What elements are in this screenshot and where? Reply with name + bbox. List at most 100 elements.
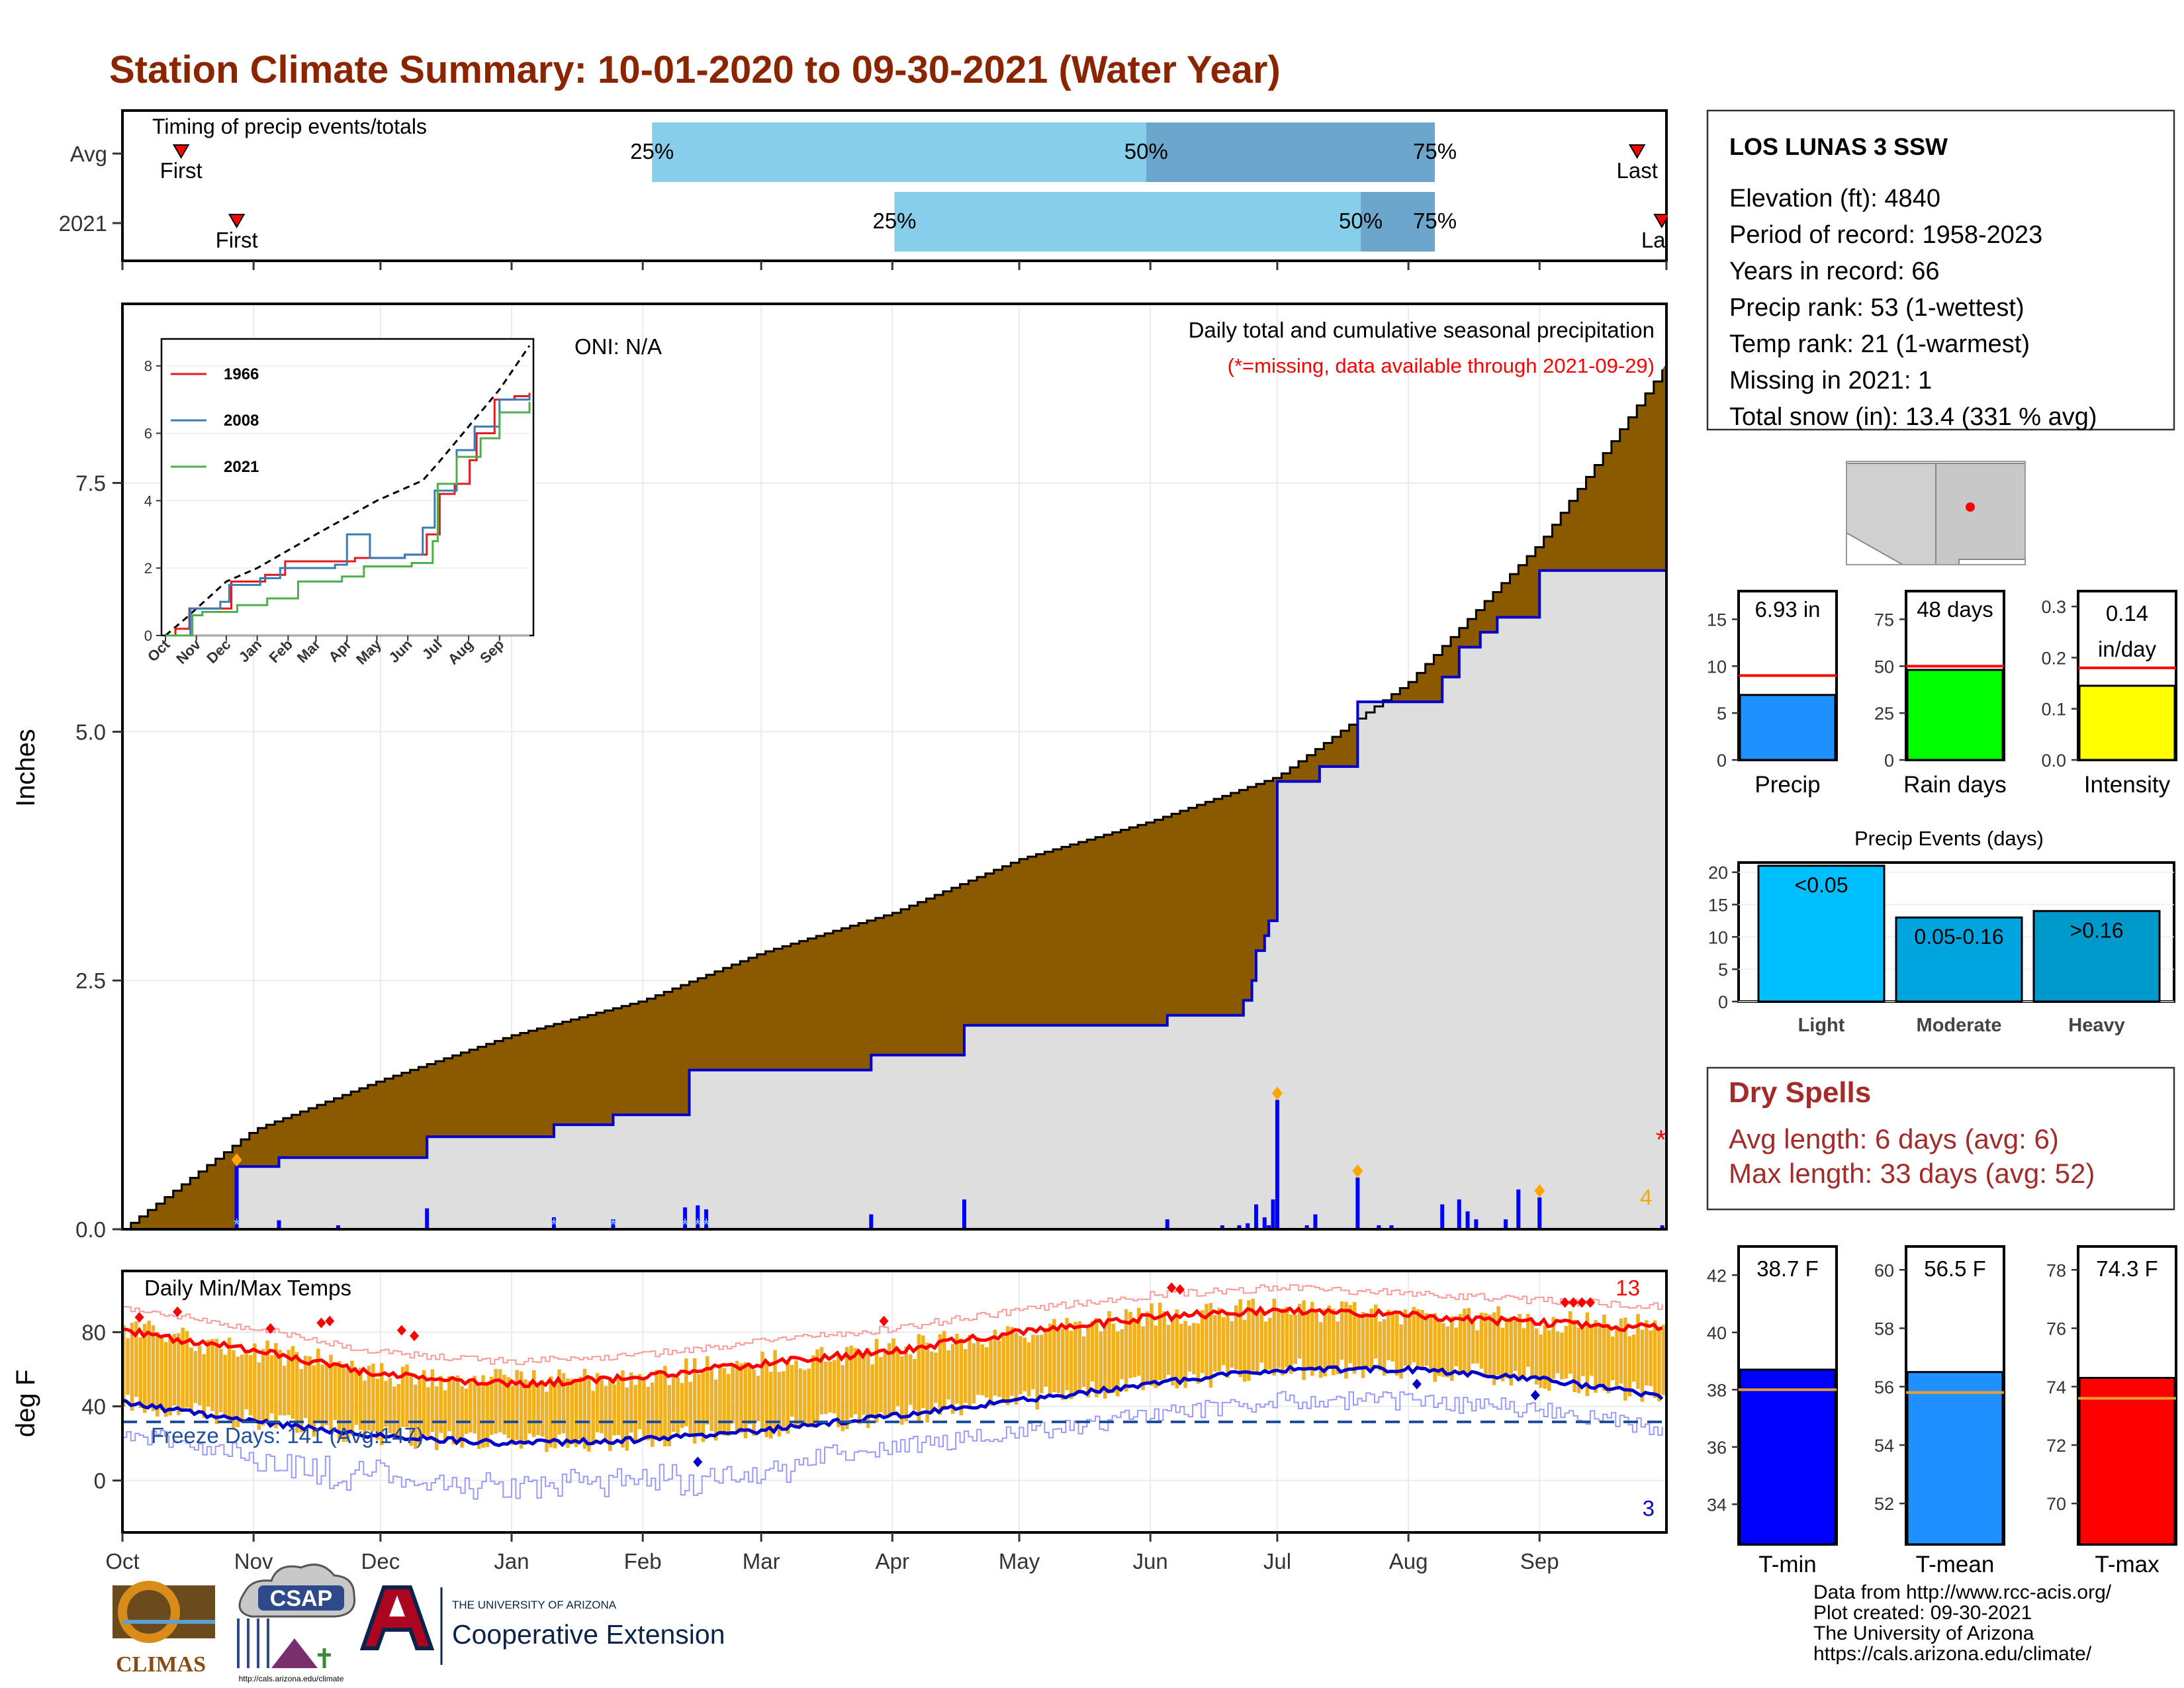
daily-temp-bar <box>532 1370 536 1437</box>
daily-temp-bar <box>287 1350 291 1415</box>
daily-temp-bar <box>671 1376 676 1432</box>
daily-temp-bar <box>324 1362 329 1425</box>
map-frame <box>1846 461 2026 565</box>
timing-panel: Timing of precip events/totals 25% 50% 75%… <box>59 106 1704 270</box>
daily-precip-bar <box>1246 1223 1250 1229</box>
daily-temp-bar <box>844 1346 849 1429</box>
station-info-line: Missing in 2021: 1 <box>1729 367 1932 395</box>
daily-temp-bar <box>1145 1311 1150 1382</box>
daily-temp-bar <box>1327 1305 1332 1366</box>
daily-temp-bar <box>379 1363 384 1446</box>
daily-temp-bar <box>269 1355 274 1414</box>
daily-temp-bar <box>1467 1307 1471 1375</box>
ua-logo: THE UNIVERSITY OF ARIZONA Cooperative Ex… <box>359 1585 725 1665</box>
daily-temp-bar <box>261 1348 265 1426</box>
daily-temp-bar <box>1272 1298 1277 1376</box>
daily-temp-bar <box>764 1364 769 1437</box>
daily-precip-bar <box>277 1220 281 1229</box>
daily-temp-bar <box>553 1381 557 1449</box>
daily-temp-bar <box>984 1347 989 1398</box>
record-high-marker <box>173 1306 183 1317</box>
month-label: Mar <box>743 1549 780 1573</box>
daily-temp-bar <box>1242 1319 1247 1382</box>
csap-logo: CSAP http://cals.arizona.edu/climate <box>237 1564 356 1683</box>
daily-temp-bar <box>1594 1320 1598 1393</box>
ua-big-text: Cooperative Extension <box>452 1619 725 1650</box>
daily-temp-bar <box>811 1355 815 1428</box>
daily-temp-bar <box>1150 1303 1154 1386</box>
freeze-days: Freeze Days: 141 (Avg:147) <box>151 1423 424 1448</box>
daily-temp-bar <box>400 1366 405 1427</box>
daily-temp-bar <box>490 1376 494 1435</box>
daily-temp-bar <box>1463 1308 1467 1374</box>
daily-temp-bar <box>142 1324 147 1413</box>
right-column: LOS LUNAS 3 SSW Elevation (ft): 4840 Peri… <box>1706 109 2177 1577</box>
daily-temp-bar <box>1416 1309 1420 1368</box>
daily-temp-bar <box>773 1350 777 1430</box>
daily-temp-bar <box>883 1352 887 1417</box>
mini-bar-tick-label: 0.0 <box>2041 751 2066 771</box>
inset-ytick-label: 8 <box>144 358 152 375</box>
inset-ytick-label: 0 <box>144 628 152 644</box>
month-label: Jul <box>1263 1549 1291 1573</box>
precip-ytick-label: 5.0 <box>75 720 106 744</box>
daily-temp-bar <box>1661 1325 1666 1395</box>
daily-temp-bar <box>646 1386 651 1440</box>
daily-temp-bar <box>837 1354 841 1428</box>
daily-temp-bar <box>498 1369 502 1432</box>
daily-temp-bar <box>959 1338 964 1415</box>
daily-temp-bar <box>1095 1317 1099 1397</box>
climas-logo-sun <box>118 1581 180 1643</box>
avg-min-line <box>122 1364 1664 1448</box>
timing-label: Timing of precip events/totals <box>152 115 427 138</box>
first-label: First <box>216 228 258 252</box>
daily-temp-bar <box>1060 1328 1065 1401</box>
daily-temp-bar <box>248 1355 253 1416</box>
daily-precip-bar <box>704 1209 709 1229</box>
csap-cactus <box>318 1648 331 1668</box>
mini-bar-tick-label: 0.1 <box>2041 700 2066 720</box>
daily-temp-bar <box>582 1368 587 1449</box>
daily-temp-bar <box>1627 1336 1631 1397</box>
temp-ylabel: deg F <box>11 1370 40 1437</box>
temp-bar-xlabel: T-max <box>2095 1552 2160 1577</box>
avg-cumulative-line <box>122 369 1664 1231</box>
daily-temp-bar <box>1454 1327 1458 1367</box>
daily-temp-bar <box>743 1362 748 1438</box>
daily-temp-bar <box>147 1321 151 1407</box>
timing-box-upper <box>1361 192 1435 252</box>
station-info-box <box>1706 109 2175 431</box>
daily-temp-bar <box>156 1332 159 1417</box>
station-info-line: Total snow (in): 13.4 (331 % avg) <box>1729 403 2097 431</box>
daily-temp-bar <box>1555 1331 1560 1374</box>
daily-temp-bar <box>320 1364 324 1430</box>
daily-temp-bar <box>735 1360 739 1432</box>
daily-temp-bar <box>134 1321 138 1397</box>
daily-temp-bar <box>430 1369 435 1432</box>
record-min-line <box>122 1391 1663 1500</box>
record-high-marker <box>1569 1297 1578 1308</box>
daily-temp-bar <box>1471 1323 1475 1364</box>
daily-temp-bar <box>282 1366 287 1416</box>
daily-temp-bar <box>955 1333 959 1404</box>
daily-temp-bar <box>747 1363 752 1425</box>
daily-temp-bar <box>1437 1320 1441 1376</box>
daily-temp-bar <box>358 1368 363 1430</box>
daily-temp-bar <box>1086 1326 1090 1398</box>
mini-bar-tick-label: 15 <box>1707 610 1727 630</box>
daily-temp-bar <box>557 1369 561 1435</box>
daily-temp-bar <box>473 1376 477 1434</box>
daily-temp-bar <box>198 1346 202 1406</box>
daily-temp-bar <box>1196 1323 1201 1384</box>
daily-precip-bar <box>1465 1211 1470 1229</box>
daily-temp-bar <box>1179 1323 1183 1382</box>
daily-temp-bar <box>578 1376 582 1440</box>
timing-box-upper <box>1146 122 1435 182</box>
daily-temp-bar <box>1378 1321 1382 1371</box>
daily-temp-bar <box>1259 1307 1263 1363</box>
daily-temp-bar <box>316 1348 320 1423</box>
daily-temp-bar <box>705 1356 709 1425</box>
daily-temp-bar <box>367 1366 371 1431</box>
inset-legend-label: 2021 <box>224 458 259 476</box>
inset-legend-label: 2008 <box>224 412 259 430</box>
